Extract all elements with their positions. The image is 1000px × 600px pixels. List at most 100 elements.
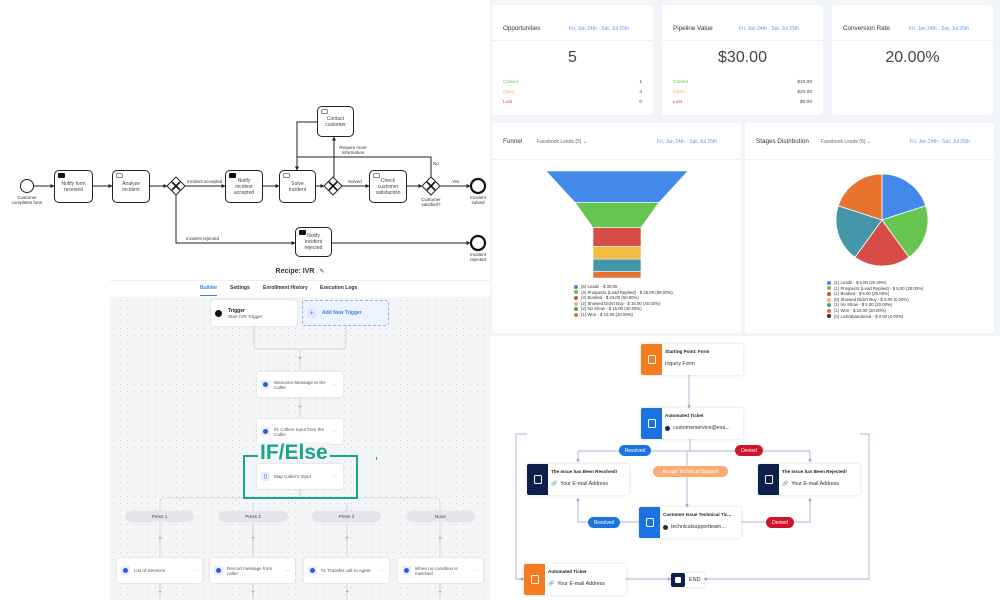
pie-slice-no-show[interactable] [835,205,883,258]
funnel-segment-showed-didn-t-buy[interactable] [592,246,642,260]
task-notify-incident-rejected[interactable]: Notify incident rejected [295,227,332,257]
node-issue-rejected-email[interactable]: The Issue has Been Rejected! 🔗 Your E-mai… [758,464,860,495]
funnel-legend-item[interactable]: (5) Leads - $ 30.00 [574,284,673,290]
resolved-branch-label[interactable]: Resolved [619,445,651,456]
pie-legend-item[interactable]: (1) Won - $ 10.00 (20.00%) [827,308,923,314]
node-title: Automated Ticket [665,413,704,418]
funnel-segment-booked[interactable] [592,227,642,247]
step-no-condition[interactable]: When no condition is matched ··· [398,558,483,583]
more-options-icon[interactable]: ··· [285,567,290,574]
add-step-plus[interactable]: + [158,590,162,596]
pipeline-filter-dropdown[interactable]: Facebook Leads (5) ⌄ [537,139,587,145]
legend-swatch [574,290,578,295]
step-map-callers-input[interactable]: {} Map Caller's Input ··· [257,464,343,489]
more-options-icon[interactable]: ··· [333,381,338,388]
date-range[interactable]: Fri, Jan 24th - Sat, Jul 25th [657,139,718,145]
pie-legend-item[interactable]: (1) No Show - $ 5.00 (20.00%) [827,302,923,308]
pie-slice-leads[interactable] [881,173,927,221]
pie-legend-item[interactable]: (1) Booked - $ 5.00 (20.00%) [827,291,923,297]
funnel-segment-won[interactable] [592,271,642,279]
date-range[interactable]: Fri, Jan 24th - Sat, Jul 25th [569,26,630,32]
funnel-legend-item[interactable]: (2) No Show - $ 15.00 (40.00%) [574,306,673,312]
assign-technical-support-label[interactable]: Assign Technical Support [653,466,728,477]
add-step-plus[interactable]: + [251,590,255,596]
pipeline-filter-dropdown[interactable]: Facebook Leads (5) ⌄ [821,139,871,145]
pie-slice-won[interactable] [837,173,883,221]
add-step-plus[interactable]: + [251,536,255,542]
task-check-satisfaction[interactable]: Check customer satisfaction [369,170,407,203]
funnel-legend-item[interactable]: (3) Booked - $ 23.00 (60.00%) [574,295,673,301]
add-new-trigger-button[interactable]: + Add New Trigger [302,300,389,326]
node-end[interactable]: END [671,573,704,587]
step-welcome-message[interactable]: Welcome Message to the Caller ··· [257,372,343,397]
date-range[interactable]: Fri, Jan 24th - Sat, Jul 25th [910,139,971,145]
ifelse-annotation: IF/Else [258,441,330,464]
add-step-plus[interactable]: + [298,356,302,362]
legend-label: (0) Showed Didn't Buy - $ 0.00 (0.00%) [834,296,909,302]
task-solve-incident[interactable]: Solve incident [279,170,316,203]
denied-branch-label[interactable]: Denied [766,517,794,528]
legend-label: (1) Booked - $ 5.00 (20.00%) [834,291,890,297]
step-transfer-call[interactable]: #1 Transfer call to Agent ··· [304,558,389,583]
funnel-legend-item[interactable]: (2) Showed Didn't Buy - $ 15.00 (40.00%) [574,301,673,307]
node-subtitle: Your E-mail Address [791,481,840,487]
pie-legend-item[interactable]: (1) Prospects (Lead Replied) - $ 5.00 (2… [827,286,923,292]
funnel-segment-leads[interactable] [545,170,689,203]
add-step-plus[interactable]: + [298,405,302,411]
task-notify-form-received[interactable]: Notify form received [54,170,93,203]
end-event-rejected-label: Incident rejected [469,252,486,262]
more-options-icon[interactable]: ··· [473,567,478,574]
date-range[interactable]: Fri, Jan 24th - Sat, Jul 25th [909,26,970,32]
node-starting-point-form[interactable]: Starting Point: Form Inquiry Form [641,344,743,375]
tab-settings[interactable]: Settings [230,285,250,291]
branch-press-2[interactable]: Press 2 [218,511,288,522]
tab-enrollment-history[interactable]: Enrollment History [263,285,308,291]
funnel-segment-prospects-lead-replied-[interactable] [574,202,660,228]
bpmn-connectors [20,121,487,252]
conversion-rate-card: Conversion Rate Fri, Jan 24th - Sat, Jul… [832,5,993,115]
branch-none[interactable]: None [406,511,475,522]
divider [662,40,823,41]
more-options-icon[interactable]: ··· [379,567,384,574]
step-label: Welcome Message to the Caller [274,379,326,390]
add-step-plus[interactable]: + [438,590,442,596]
step-collect-input[interactable]: #1 Collect Input from the Caller ··· [257,419,343,444]
edit-pencil-icon[interactable]: ✎ [319,268,325,275]
phone-icon [308,566,317,575]
resolved-branch-label[interactable]: Resolved [588,517,620,528]
add-step-plus[interactable]: + [438,536,442,542]
node-automated-ticket[interactable]: Automated Ticket customerservice@exa... [641,408,743,439]
form-icon [641,344,662,375]
stat-row-lost: Lost 0 [503,100,642,105]
bpmn-diagram: Customer completes form Notify form rece… [0,100,490,262]
add-step-plus[interactable]: + [158,536,162,542]
pie-legend-item[interactable]: (0) Showed Didn't Buy - $ 0.00 (0.00%) [827,297,923,303]
date-range[interactable]: Fri, Jan 24th - Sat, Jul 25th [739,26,800,32]
pie-legend-item[interactable]: (1) Leads - $ 5.00 (20.00%) [827,280,923,286]
more-options-icon[interactable]: ··· [333,473,338,480]
pie-slice-booked[interactable] [854,219,910,267]
tab-execution-logs[interactable]: Execution Logs [320,285,358,291]
node-issue-resolved-email[interactable]: The Issue has Been Resolved! 🔗 Your E-mai… [527,464,629,495]
add-step-plus[interactable]: + [345,590,349,596]
funnel-legend-item[interactable]: (1) Won - $ 10.00 (20.00%) [574,312,673,318]
branch-press-3[interactable]: Press 3 [312,511,381,522]
branch-press-1[interactable]: Press 1 [125,511,194,522]
node-final-automated-ticket[interactable]: Automated Ticket 🔗 Your E-mail Address [524,564,626,595]
step-record-message[interactable]: Record message from caller ··· [210,558,295,583]
task-contact-customer[interactable]: Contact customer [317,106,354,137]
pie-slice-prospects-lead-replied-[interactable] [881,205,929,258]
tab-builder[interactable]: Builder [200,285,218,296]
funnel-segment-no-show[interactable] [592,258,642,273]
trigger-card[interactable]: Trigger Start IVR Trigger [211,300,297,326]
step-list-of-services[interactable]: List of Services ··· [117,558,202,583]
denied-branch-label[interactable]: Denied [735,445,763,456]
pie-legend-item[interactable]: (0) Lost/abandoned - $ 0.00 (0.00%) [827,314,923,320]
funnel-legend-item[interactable]: (4) Prospects (Lead Replied) - $ 25.00 (… [574,290,673,296]
more-options-icon[interactable]: ··· [333,428,338,435]
task-analyze-incident[interactable]: Analyze incident [112,170,150,203]
more-options-icon[interactable]: ··· [192,567,197,574]
add-step-plus[interactable]: + [345,536,349,542]
task-notify-incident-accepted[interactable]: Notify incident accepted [225,170,263,203]
node-technical-ticket[interactable]: Customer Issue Technical Tic... technica… [639,507,741,538]
